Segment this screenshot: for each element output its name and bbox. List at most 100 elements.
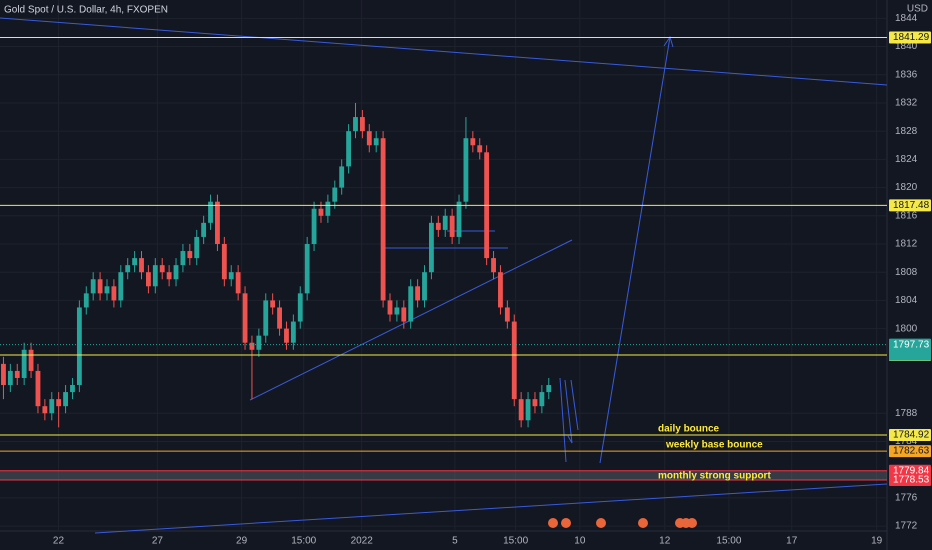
candle-body — [297, 293, 303, 322]
level-label-bg — [889, 31, 931, 44]
candle-body — [546, 385, 552, 393]
candle-body — [118, 272, 124, 301]
candle-body — [235, 272, 241, 294]
candle-body — [256, 335, 262, 350]
x-tick-label: 15:00 — [291, 536, 316, 547]
candle-body — [422, 272, 427, 301]
x-tick-label: 2022 — [351, 536, 374, 547]
level-label: 1779.84 — [893, 465, 930, 476]
candle-body — [491, 258, 496, 273]
candle-body — [21, 349, 27, 378]
y-tick-label: 1808 — [895, 267, 918, 278]
candle-body — [208, 201, 213, 223]
y-tick-label: 1828 — [895, 126, 918, 137]
candle-body — [215, 201, 220, 244]
y-tick-label: 1820 — [895, 182, 918, 193]
candle-body — [132, 258, 138, 266]
candle-body — [408, 286, 414, 322]
x-tick-label: 29 — [236, 536, 248, 547]
x-tick-label: 22 — [53, 536, 65, 547]
level-label-bg — [889, 428, 931, 441]
candle-body — [504, 307, 510, 322]
x-tick-label: 15:00 — [503, 536, 528, 547]
level-label-bg — [889, 474, 931, 487]
candle-body — [532, 399, 538, 407]
event-icon — [548, 518, 558, 528]
candle-body — [104, 286, 110, 294]
candle-body — [187, 251, 193, 259]
level-label: 1782.63 — [893, 446, 930, 457]
support-zone — [0, 470, 887, 481]
candle-body — [429, 222, 434, 273]
candle-body — [325, 201, 331, 216]
candle-body — [339, 166, 345, 188]
candle-body — [401, 307, 407, 322]
candle-body — [221, 243, 227, 280]
event-icon — [561, 518, 571, 528]
y-tick-label: 1788 — [895, 408, 918, 419]
candle-body — [228, 272, 234, 280]
y-tick-label: 1804 — [895, 295, 918, 306]
level-label: 1841.29 — [893, 32, 930, 43]
candle-body — [498, 272, 503, 308]
candle-body — [90, 279, 96, 294]
candle-body — [83, 293, 89, 308]
candle-body — [373, 138, 379, 146]
candle-body — [159, 265, 165, 273]
x-tick-label: 12 — [659, 536, 671, 547]
candle-body — [56, 399, 62, 407]
x-tick-label: 17 — [786, 536, 798, 547]
candle-body — [346, 131, 352, 167]
candle-body — [415, 286, 421, 301]
candle-body — [263, 300, 269, 336]
annotation: daily bounce — [658, 424, 720, 435]
y-tick-label: 1800 — [895, 323, 918, 334]
event-icon — [596, 518, 606, 528]
candle-body — [270, 300, 276, 308]
candle-body — [201, 222, 207, 237]
level-label-bg — [889, 464, 931, 477]
candle-body — [353, 117, 358, 132]
candle-body — [525, 399, 531, 421]
candle-body — [387, 300, 393, 315]
level-label-bg — [889, 199, 931, 212]
y-tick-label: 1772 — [895, 521, 918, 532]
candle-body — [277, 307, 282, 329]
level-label: 1784.92 — [893, 430, 930, 441]
candle-body — [111, 286, 117, 301]
level-label: 1778.53 — [893, 475, 930, 486]
annotation: weekly base bounce — [665, 440, 763, 451]
candle-body — [290, 321, 296, 343]
event-icon — [638, 518, 648, 528]
candle-body — [311, 208, 317, 244]
current-price-label: 1797.73 — [893, 339, 930, 350]
candle-body — [152, 265, 158, 287]
candle-body — [14, 370, 20, 378]
candle-body — [511, 321, 517, 400]
candle-body — [477, 145, 483, 153]
candle-body — [63, 392, 68, 407]
candle-body — [49, 399, 55, 414]
arrow — [564, 379, 573, 444]
annotation: monthly strong support — [658, 470, 771, 481]
y-tick-label: 1832 — [895, 98, 918, 109]
candle-body — [194, 236, 200, 259]
y-tick-label: 1812 — [895, 239, 918, 250]
levels — [0, 36, 887, 481]
current-price-bg — [889, 338, 931, 361]
y-tick-label: 1840 — [895, 41, 918, 52]
candle-body — [242, 293, 248, 343]
x-tick-label: 27 — [152, 536, 164, 547]
candle-body — [463, 138, 469, 202]
candle-body — [166, 272, 172, 280]
y-tick-label: 1816 — [895, 210, 918, 221]
candle-body — [125, 265, 131, 273]
candle-body — [42, 406, 48, 414]
y-tick-label: 1784 — [895, 436, 918, 447]
x-tick-label: 19 — [871, 536, 883, 547]
candle-body — [180, 251, 186, 266]
candles — [1, 102, 552, 428]
event-icon — [687, 518, 697, 528]
